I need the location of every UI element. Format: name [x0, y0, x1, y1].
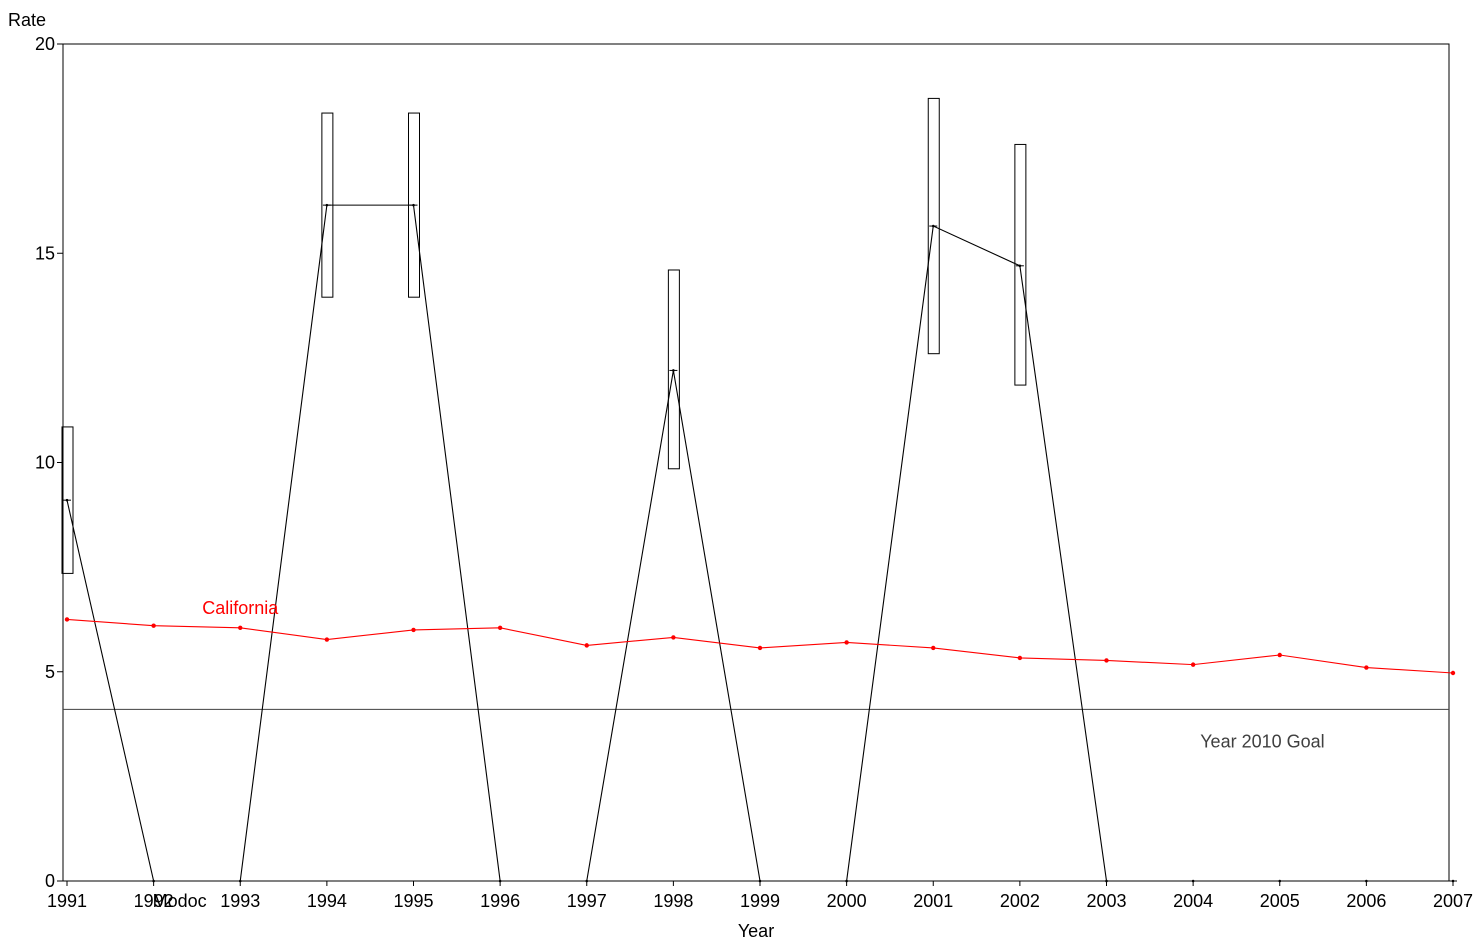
data-point: [758, 879, 762, 883]
plot-frame: [62, 43, 1450, 882]
y-tick-label: 0: [45, 871, 55, 891]
data-point: [64, 617, 70, 622]
confidence-box: [1014, 143, 1027, 386]
reference-lines: Year 2010 Goal: [63, 708, 1449, 751]
x-tick-label: 2006: [1346, 891, 1386, 911]
y-axis: 0 5 10 15 20: [35, 34, 63, 891]
data-point: [585, 879, 589, 883]
x-tick-label: 1996: [480, 891, 520, 911]
data-point: [1365, 879, 1368, 883]
data-point: [584, 643, 589, 648]
data-point: [1191, 879, 1195, 883]
series-label: California: [202, 598, 279, 618]
data-point: [1190, 662, 1196, 667]
data-point: [844, 640, 849, 645]
x-tick-label: 2002: [1000, 891, 1040, 911]
data-point: [1278, 879, 1282, 883]
x-tick-label: 2000: [827, 891, 867, 911]
x-tick-label: 2004: [1173, 891, 1213, 911]
data-point: [1017, 655, 1023, 661]
data-point: [1451, 879, 1455, 883]
y-axis-title: Rate: [8, 10, 46, 30]
x-tick-label: 1994: [307, 891, 347, 911]
data-point: [1105, 879, 1108, 883]
x-tick-label: 1992: [134, 891, 174, 911]
data-point: [672, 369, 675, 372]
data-point: [1364, 665, 1369, 670]
x-tick-label: 2001: [913, 891, 953, 911]
data-point: [845, 879, 848, 883]
data-point: [238, 879, 242, 883]
series-labels: Modoc California: [153, 598, 280, 911]
x-tick-label: 1991: [47, 891, 87, 911]
data-point: [325, 203, 329, 207]
data-point: [151, 623, 156, 628]
data-point: [1277, 652, 1282, 658]
series-lines: [63, 203, 1457, 883]
data-point: [324, 637, 330, 642]
x-tick-label: 1995: [393, 891, 433, 911]
x-axis-title: Year: [738, 921, 774, 941]
confidence-box: [927, 97, 940, 355]
data-point: [931, 645, 936, 651]
data-point: [412, 203, 415, 207]
data-point: [498, 879, 502, 883]
data-point: [497, 625, 503, 631]
series-line: [66, 204, 1453, 882]
confidence-box: [61, 426, 74, 574]
series-label: Modoc: [153, 891, 207, 911]
x-tick-label: 1999: [740, 891, 780, 911]
x-tick-label: 2007: [1433, 891, 1473, 911]
y-tick-label: 5: [45, 662, 55, 682]
x-tick-label: 2005: [1260, 891, 1300, 911]
data-point: [931, 224, 935, 228]
x-axis: 1991 1992 1993 1994 1995 1996 1997 1998 1999 2000…: [47, 881, 1473, 911]
data-point: [1450, 670, 1456, 676]
y-tick-label: 15: [35, 243, 55, 263]
x-tick-label: 1998: [653, 891, 693, 911]
x-tick-label: 2003: [1086, 891, 1126, 911]
x-tick-label: 1997: [567, 891, 607, 911]
data-point: [411, 627, 416, 633]
data-point: [1018, 264, 1022, 268]
data-point: [757, 645, 763, 651]
x-tick-label: 1993: [220, 891, 260, 911]
y-tick-label: 10: [35, 453, 55, 473]
confidence-box: [667, 269, 680, 470]
data-point: [1104, 658, 1109, 663]
confidence-boxes: [61, 97, 1027, 574]
data-point: [238, 625, 243, 631]
goal-label: Year 2010 Goal: [1200, 731, 1324, 751]
data-point: [152, 879, 155, 883]
data-point: [65, 498, 69, 502]
data-point: [671, 635, 676, 640]
y-tick-label: 20: [35, 34, 55, 54]
